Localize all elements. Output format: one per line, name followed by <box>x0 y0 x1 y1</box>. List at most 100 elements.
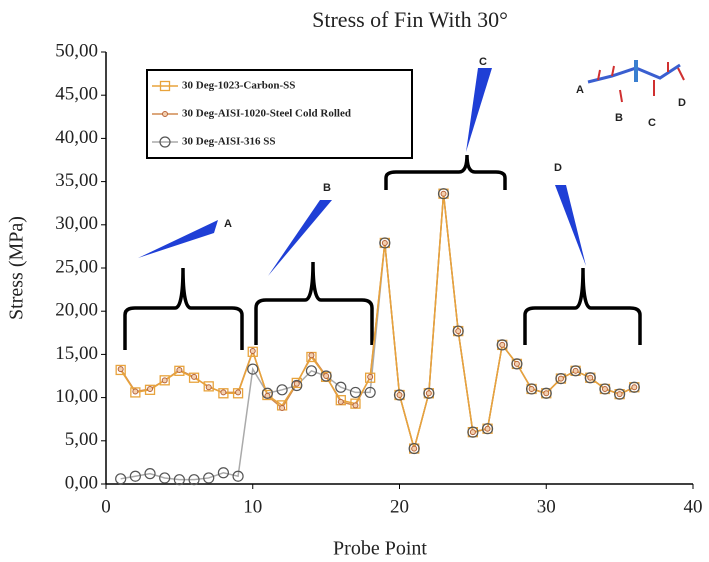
data-point <box>305 365 318 377</box>
bracket-d <box>523 267 642 345</box>
inset-label: B <box>615 112 623 124</box>
data-point <box>352 402 359 409</box>
x-tick-label: 0 <box>101 496 111 517</box>
x-tick-label: 10 <box>243 496 262 517</box>
fin-d <box>555 185 586 266</box>
y-tick-label: 15,00 <box>55 343 98 364</box>
data-point <box>235 389 242 396</box>
data-point <box>614 388 626 400</box>
bracket-c <box>384 154 507 190</box>
legend-marker <box>159 80 171 92</box>
y-tick-label: 35,00 <box>55 170 98 191</box>
data-point <box>117 366 124 373</box>
data-point <box>631 384 638 391</box>
data-point <box>320 370 332 382</box>
bracket-b <box>254 261 374 345</box>
data-point <box>247 346 258 357</box>
y-axis-label: Stress (MPa) <box>6 216 28 320</box>
data-point <box>452 325 464 337</box>
data-point <box>130 387 141 398</box>
data-point <box>528 385 535 392</box>
data-point <box>173 474 185 486</box>
data-point <box>115 473 127 485</box>
data-point <box>349 386 362 399</box>
legend-label: 30 Deg-AISI-316 SS <box>182 136 276 148</box>
inset-label: C <box>648 117 656 129</box>
data-point <box>437 188 450 200</box>
data-point <box>381 239 388 246</box>
legend-box <box>146 69 413 159</box>
y-tick-label: 45,00 <box>55 84 98 105</box>
fin-c <box>466 68 492 152</box>
data-point <box>144 384 156 395</box>
y-tick-label: 25,00 <box>55 256 98 277</box>
inset-label: A <box>576 84 584 96</box>
x-tick-label: 40 <box>684 496 703 517</box>
annotation: D <box>554 162 562 174</box>
data-point <box>159 375 170 386</box>
annotation: A <box>224 218 232 230</box>
fin-b <box>268 200 332 276</box>
data-point <box>161 377 168 384</box>
data-point <box>291 379 303 392</box>
data-point <box>511 358 523 370</box>
data-point <box>484 425 491 432</box>
data-point <box>232 470 244 482</box>
legend-marker <box>159 136 171 148</box>
data-point <box>467 426 479 438</box>
data-point <box>628 381 640 393</box>
data-point <box>174 365 185 376</box>
legend-label: 30 Deg-1023-Carbon-SS <box>182 80 295 92</box>
data-point <box>129 470 141 482</box>
y-tick-label: 5,00 <box>65 429 98 450</box>
data-point <box>616 391 623 398</box>
data-point <box>455 328 462 335</box>
data-point <box>496 339 508 351</box>
data-point <box>188 372 200 383</box>
x-tick-label: 20 <box>390 496 409 517</box>
data-point <box>203 381 214 392</box>
annotation: C <box>479 56 487 68</box>
y-tick-label: 30,00 <box>55 213 98 234</box>
y-tick-label: 20,00 <box>55 300 98 321</box>
data-point <box>335 381 347 393</box>
annotation: B <box>323 182 331 194</box>
data-point <box>557 375 564 382</box>
data-point <box>147 385 154 392</box>
data-point <box>411 445 418 452</box>
data-point <box>261 387 274 399</box>
data-point <box>232 388 244 399</box>
data-point <box>276 384 288 396</box>
data-point <box>423 387 435 399</box>
data-point <box>176 366 183 373</box>
data-point <box>601 385 608 392</box>
data-point <box>469 429 476 436</box>
data-point <box>408 442 420 455</box>
data-point <box>425 390 432 397</box>
data-point <box>569 365 582 377</box>
series-line <box>120 193 635 452</box>
inset <box>587 60 685 103</box>
data-point <box>308 352 315 359</box>
data-point <box>220 389 227 396</box>
data-point <box>218 388 229 399</box>
data-point <box>513 360 520 367</box>
data-point <box>572 367 579 374</box>
data-point <box>379 237 391 249</box>
data-point <box>364 386 376 399</box>
data-point <box>144 468 156 480</box>
data-point <box>555 372 567 385</box>
data-point <box>499 341 506 348</box>
data-point <box>247 363 259 375</box>
bracket-a <box>123 267 244 350</box>
data-point <box>584 372 596 384</box>
y-tick-label: 10,00 <box>55 386 98 407</box>
legend <box>146 69 413 159</box>
data-point <box>293 380 300 387</box>
data-point <box>159 472 171 484</box>
data-point <box>115 364 126 376</box>
data-point <box>279 404 286 411</box>
y-tick-label: 50,00 <box>55 40 98 61</box>
data-point <box>323 373 330 379</box>
